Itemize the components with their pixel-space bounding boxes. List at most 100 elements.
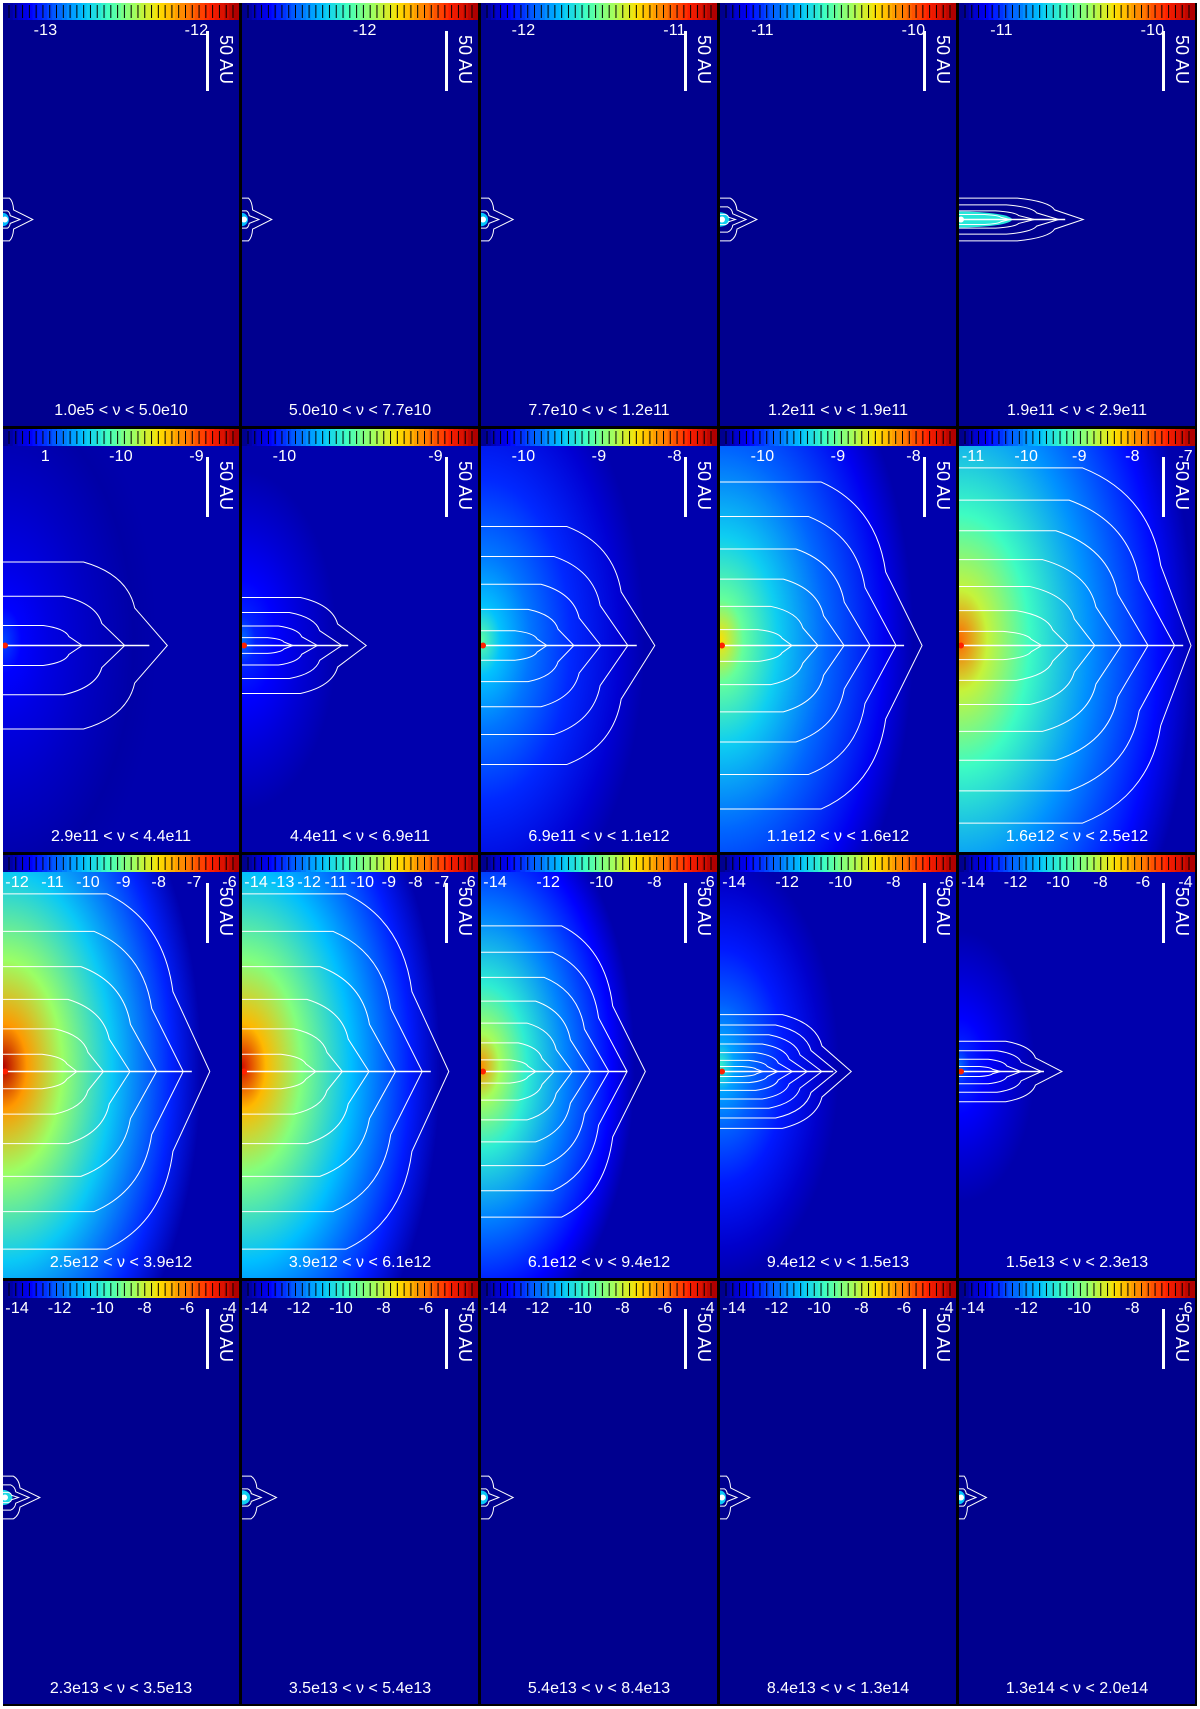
colorbar-segment: [638, 1281, 644, 1298]
colorbar-tick-label: -10: [109, 448, 133, 465]
frequency-range-label: 1.3e14 < ν < 2.0e14: [1005, 1680, 1149, 1697]
colorbar-tick-label: -10: [90, 1300, 114, 1317]
colorbar-segment: [271, 3, 278, 20]
colorbar-segment: [540, 855, 546, 872]
colorbar-segment: [481, 1281, 487, 1298]
colorbar-segment: [389, 429, 396, 446]
colorbar-tick-label: -13: [33, 22, 58, 39]
frequency-range-label: 3.9e12 < ν < 6.1e12: [288, 1254, 432, 1271]
colorbar-segment: [892, 3, 898, 20]
emission-map: [242, 3, 478, 426]
colorbar-segment: [281, 855, 287, 872]
colorbar-tick-label: -10: [1046, 874, 1070, 891]
colorbar-segment: [350, 855, 356, 872]
colorbar-segment: [808, 429, 815, 446]
colorbar-segment: [453, 1281, 459, 1298]
colorbar-segment: [554, 3, 561, 20]
colorbar-segment: [296, 1281, 302, 1298]
colorbar-segment: [91, 1281, 98, 1298]
colorbar-segment: [62, 3, 68, 20]
colorbar-segment: [180, 429, 186, 446]
colorbar-segment: [433, 3, 440, 20]
colorbar-segment: [369, 3, 376, 20]
colorbar-segment: [399, 855, 405, 872]
colorbar-segment: [520, 855, 526, 872]
colorbar-segment: [677, 3, 684, 20]
colorbar-segment: [1170, 3, 1176, 20]
colorbar-tick-label: -10: [76, 874, 100, 891]
colorbar-segment: [724, 855, 731, 872]
colorbar-tick-labels: -12 -11 -10 -9 -8 -7 -6: [3, 872, 239, 894]
colorbar-segment: [42, 429, 48, 446]
colorbar-segment: [535, 1281, 541, 1298]
colorbar-segment: [199, 3, 206, 20]
colorbar-segment: [52, 855, 58, 872]
colorbar-segment: [833, 3, 839, 20]
map-background: [481, 1281, 717, 1704]
colorbar-segment: [877, 855, 883, 872]
colorbar-segment: [638, 855, 644, 872]
colorbar-segment: [438, 855, 445, 872]
colorbar-segment: [374, 429, 381, 446]
colorbar-segment: [229, 429, 235, 446]
colorbar-segment: [463, 855, 469, 872]
colorbar-tick-label: -6: [1135, 874, 1151, 891]
colorbar-segment: [1062, 3, 1068, 20]
colorbar-tick-label: -11: [751, 22, 774, 39]
colorbar-segment: [707, 429, 713, 446]
colorbar-segment: [276, 3, 282, 20]
spectral-map-panel: -14 -12 -10 -8 -6 50 AU 1.3e14 < ν < 2.0e14: [959, 1281, 1195, 1704]
source-center: [959, 1068, 964, 1075]
colorbar-segment: [554, 429, 561, 446]
colorbar-tick-label: -4: [461, 1300, 476, 1317]
colorbar-segment: [720, 1281, 726, 1298]
colorbar-segment: [643, 429, 649, 446]
colorbar-segment: [135, 855, 142, 872]
colorbar: [720, 1281, 956, 1298]
colorbar-segment: [1077, 855, 1083, 872]
colorbar-segment: [242, 429, 248, 446]
colorbar-segment: [389, 1281, 396, 1298]
colorbar-segment: [574, 855, 580, 872]
colorbar-segment: [779, 429, 785, 446]
scale-bar: [445, 1309, 448, 1369]
colorbar-segment: [1131, 1281, 1137, 1298]
scale-bar: [445, 457, 448, 517]
colorbar-segment: [125, 1281, 132, 1298]
colorbar-tick-label: -10: [807, 1300, 831, 1317]
colorbar: [242, 855, 478, 872]
contour-line: [242, 197, 273, 242]
spectral-map-panel: -14 -12 -10 -8 -6 -4 50 AU 2.3e13 < ν < 3.5e13: [3, 1281, 239, 1704]
colorbar-segment: [540, 429, 546, 446]
colorbar-segment: [892, 429, 898, 446]
colorbar-segment: [204, 1281, 211, 1298]
colorbar-segment: [180, 1281, 186, 1298]
emission-map: [3, 855, 239, 1278]
colorbar-segment: [111, 1281, 117, 1298]
colorbar-tick-label: -4: [700, 1300, 715, 1317]
colorbar-segment: [828, 3, 834, 20]
colorbar-segment: [271, 1281, 278, 1298]
colorbar-tick-labels: -14 -13 -12 -11 -10 -9 -8 -7 -6: [242, 872, 478, 894]
colorbar-segment: [707, 1281, 713, 1298]
colorbar-segment: [135, 3, 142, 20]
colorbar-segment: [1018, 855, 1024, 872]
contour-line: [720, 197, 759, 242]
colorbar-segment: [1140, 3, 1147, 20]
colorbar-segment: [554, 1281, 561, 1298]
colorbar-segment: [1047, 429, 1054, 446]
colorbar-segment: [897, 1281, 903, 1298]
colorbar-segment: [76, 1281, 83, 1298]
colorbar-tick-label: -6: [1178, 1300, 1193, 1317]
colorbar-segment: [857, 429, 864, 446]
emission-map: [3, 429, 239, 852]
colorbar-segment: [1101, 3, 1108, 20]
colorbar-segment: [677, 429, 684, 446]
colorbar-segment: [438, 1281, 445, 1298]
colorbar-segment: [535, 429, 541, 446]
colorbar-segment: [936, 855, 942, 872]
colorbar-segment: [653, 855, 659, 872]
scale-bar: [206, 457, 209, 517]
colorbar-segment: [121, 855, 127, 872]
colorbar-segment: [224, 3, 230, 20]
